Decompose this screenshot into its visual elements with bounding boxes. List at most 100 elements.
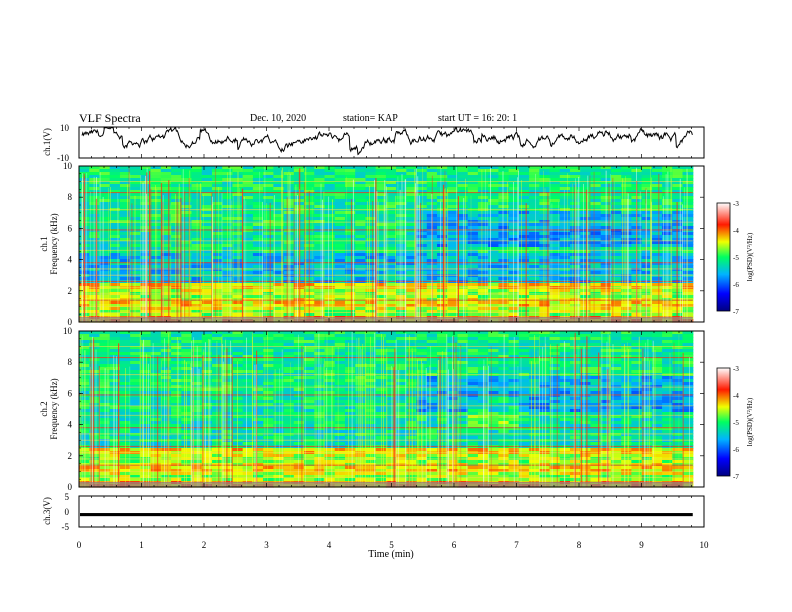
spectrogram-cell [160,190,172,194]
spectrogram-cell [416,223,428,227]
spectrogram-cell [549,358,561,362]
spectrogram-cell [365,226,377,230]
spectrogram-cell [416,211,428,215]
spectrogram-cell [99,274,111,278]
spectrogram-cell [314,190,326,194]
spectrogram-cell [437,283,448,287]
spectrogram-cell [355,274,367,278]
spectrogram-cell [181,214,193,218]
spectrogram-cell [375,166,387,170]
spectrogram-cell [437,274,448,278]
spectrogram-cell [99,175,111,179]
spectrogram-cell [273,391,285,395]
spectrogram-cell [263,343,274,347]
spectrogram-cell [263,169,274,173]
spectrogram-cell [99,277,111,281]
spectrogram-cell [304,352,315,356]
spectrogram-cell [385,349,397,353]
spectrogram-cell [600,343,612,347]
spectrogram-cell [191,238,203,242]
spectrogram-cell [651,250,663,254]
spectrogram-cell [600,388,612,392]
spectrogram-cell [252,217,264,221]
spectrogram-cell [488,352,499,356]
spectrogram-cell [242,253,254,257]
spectrogram-cell [570,187,581,191]
spectrogram-cell [662,361,673,365]
spectrogram-cell [252,181,264,185]
spectrogram-cell [201,370,213,374]
spectrogram-cell [518,196,530,200]
spectrogram-cell [171,388,182,392]
spectrogram-cell [488,277,499,281]
spectrogram-cell [651,181,663,185]
spectrogram-cell [201,259,213,263]
spectrogram-cell [600,346,612,350]
spectrogram-cell [467,238,479,242]
spectrogram-cell [334,232,346,236]
spectrogram-cell [344,376,356,380]
spectrogram-cell [232,337,244,341]
spectrogram-cell [211,223,223,227]
spectrogram-cell [160,241,172,245]
spectrogram-cell [682,358,694,362]
spectrogram-cell [130,334,141,338]
spectrogram-cell [375,175,387,179]
spectrogram-cell [150,379,162,383]
spectrogram-cell [232,367,244,371]
spectrogram-cell [273,394,285,398]
spectrogram-cell [457,331,469,335]
spectrogram-cell [672,289,684,293]
spectrogram-cell [549,331,561,335]
spectrogram-cell [467,277,479,281]
spectrogram-cell [396,349,407,353]
spectrogram-cell [385,370,397,374]
spectrogram-cell [610,190,622,194]
spectrogram-cell [580,337,592,341]
spectrogram-cell [641,211,653,215]
spectrogram-cell [641,259,653,263]
spectrogram-cell [396,205,407,209]
spectrogram-cell [396,169,407,173]
spectrogram-cell [171,382,182,386]
spectrogram-cell [406,334,418,338]
spectrogram-cell [314,394,326,398]
spectrogram-cell [672,397,684,401]
spectrogram-cell [580,346,592,350]
spectrogram-cell [406,256,418,260]
spectrogram-cell [488,259,499,263]
spectrogram-cell [508,178,520,182]
spectrogram-cell [621,334,632,338]
spectrogram-cell [396,289,407,293]
spectrogram-cell [130,283,141,287]
spectrogram-cell [590,169,602,173]
spectrogram-cell [171,256,182,260]
spectrogram-cell [314,181,326,185]
spectrogram-cell [498,178,510,182]
spectrogram-cell [477,166,489,170]
spectrogram-cell [334,193,346,197]
spectrogram-cell [610,223,622,227]
spectrogram-cell [539,169,551,173]
spectrogram-cell [539,370,551,374]
spectrogram-cell [150,223,162,227]
spectrogram-cell [385,274,397,278]
spectrogram-cell [324,340,336,344]
ch1-spec-ticks [78,166,705,322]
spectrogram-cell [334,370,346,374]
spectrogram-cell [304,229,315,233]
spectrogram-cell [396,274,407,278]
spectrogram-cell [385,289,397,293]
spectrogram-cell [610,388,622,392]
spectrogram-cell [232,361,244,365]
spectrogram-cell [621,172,632,176]
spectrogram-cell [610,289,622,293]
spectrogram-cell [651,172,663,176]
spectrogram-cell [273,382,285,386]
spectrogram-cell [385,391,397,395]
spectrogram-cell [89,226,101,230]
spectrogram-cell [304,289,315,293]
spectrogram-cell [273,187,285,191]
spectrogram-cell [304,397,315,401]
